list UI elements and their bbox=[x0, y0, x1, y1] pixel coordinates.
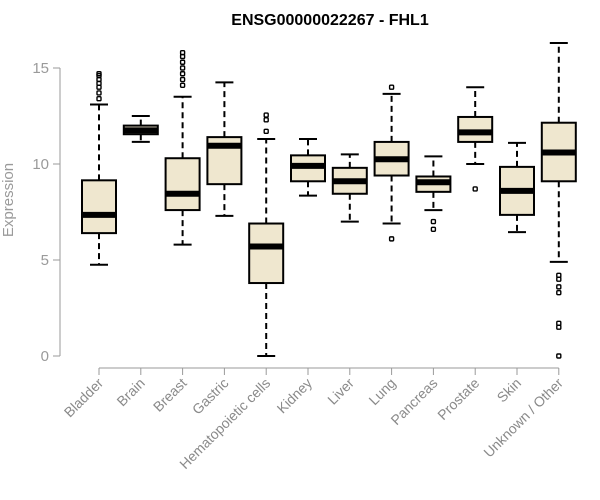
outlier-point bbox=[556, 320, 562, 327]
y-axis-label: Expression bbox=[0, 163, 17, 237]
outlier-point bbox=[263, 117, 269, 123]
y-tick-label: 5 bbox=[41, 252, 49, 269]
x-tick-label: Prostate bbox=[434, 375, 482, 423]
x-tick-label: Unknown / Other bbox=[480, 375, 566, 461]
x-tick-label: Brain bbox=[113, 375, 147, 409]
outlier-point bbox=[556, 289, 562, 296]
outlier-point bbox=[179, 59, 186, 65]
outlier-point bbox=[96, 96, 102, 102]
outlier-point bbox=[179, 49, 186, 56]
outlier-point bbox=[430, 218, 437, 225]
outlier-point bbox=[430, 226, 437, 232]
iqr-box bbox=[81, 179, 117, 235]
iqr-box bbox=[248, 222, 285, 285]
box-group bbox=[122, 115, 159, 143]
outlier-point bbox=[179, 71, 186, 77]
outlier-point bbox=[179, 82, 186, 88]
box-group bbox=[499, 141, 535, 234]
box-group bbox=[206, 81, 243, 217]
box-group bbox=[248, 112, 285, 357]
x-tick-label: Lung bbox=[365, 375, 398, 408]
outlier-point bbox=[179, 76, 186, 83]
outlier-point bbox=[388, 84, 395, 90]
outlier-point bbox=[96, 71, 102, 77]
box-group bbox=[415, 155, 452, 232]
box-group bbox=[540, 42, 577, 359]
x-tick-label: Liver bbox=[324, 375, 357, 408]
box-group bbox=[290, 138, 326, 197]
outlier-point bbox=[472, 186, 478, 192]
box-group bbox=[457, 86, 494, 192]
x-tick-label: Kidney bbox=[274, 375, 316, 417]
box-group bbox=[331, 153, 368, 223]
box-group bbox=[81, 71, 117, 266]
outlier-point bbox=[179, 65, 186, 71]
chart-title: ENSG00000022267 - FHL1 bbox=[231, 12, 429, 29]
outlier-point bbox=[263, 112, 269, 118]
outlier-point bbox=[556, 284, 562, 290]
y-tick-label: 10 bbox=[32, 156, 49, 173]
outlier-point bbox=[96, 90, 102, 96]
box-group bbox=[164, 49, 201, 246]
x-tick-label: Skin bbox=[494, 375, 525, 406]
y-tick-label: 15 bbox=[32, 60, 49, 77]
outlier-point bbox=[556, 353, 562, 359]
y-tick-label: 0 bbox=[41, 348, 49, 365]
x-tick-label: Bladder bbox=[61, 375, 107, 421]
outlier-point bbox=[556, 272, 562, 279]
box-group bbox=[373, 84, 410, 242]
x-tick-label: Breast bbox=[150, 375, 190, 415]
outlier-point bbox=[388, 236, 395, 242]
plot-area bbox=[81, 42, 577, 359]
iqr-box bbox=[164, 157, 201, 212]
outlier-point bbox=[263, 128, 269, 135]
